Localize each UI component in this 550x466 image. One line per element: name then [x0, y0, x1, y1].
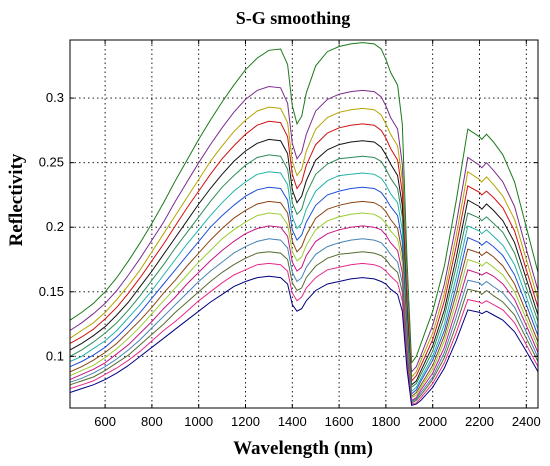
chart-title: S-G smoothing — [236, 8, 351, 28]
x-tick-label: 2200 — [465, 414, 494, 429]
series-line-5 — [69, 138, 539, 386]
series-line-11 — [69, 225, 539, 402]
x-tick-labels: 600 800 1000 1200 1400 1600 1800 2000 2200 2400 — [94, 414, 541, 429]
series-line-4 — [69, 120, 539, 383]
series-line-13 — [69, 251, 539, 404]
plot-frame — [69, 39, 539, 409]
series-line-15 — [69, 275, 539, 407]
x-tick-label: 1400 — [278, 414, 307, 429]
axis-ticks — [70, 40, 538, 408]
y-tick-label: 0.3 — [46, 90, 64, 105]
series-line-8 — [69, 186, 539, 395]
series-line-14 — [69, 262, 539, 405]
y-tick-label: 0.15 — [39, 284, 64, 299]
x-tick-label: 1800 — [371, 414, 400, 429]
x-tick-label: 600 — [94, 414, 116, 429]
series-line-12 — [69, 238, 539, 403]
series-line-6 — [69, 154, 539, 389]
x-tick-label: 1000 — [184, 414, 213, 429]
x-tick-label: 1200 — [231, 414, 260, 429]
y-tick-label: 0.2 — [46, 219, 64, 234]
series-line-3 — [69, 106, 539, 379]
series-lines — [69, 42, 539, 407]
series-line-1 — [69, 42, 539, 365]
grid — [70, 40, 538, 408]
y-tick-label: 0.1 — [46, 348, 64, 363]
series-line-7 — [69, 171, 539, 393]
series-line-2 — [69, 85, 539, 374]
series-line-9 — [69, 200, 539, 398]
y-axis-label: Reflectivity — [6, 153, 27, 246]
y-tick-labels: 0.1 0.15 0.2 0.25 0.3 — [39, 90, 64, 363]
x-axis-label: Wavelength (nm) — [233, 438, 373, 459]
x-tick-label: 2000 — [418, 414, 447, 429]
series-line-10 — [69, 212, 539, 399]
x-tick-label: 800 — [141, 414, 163, 429]
x-tick-label: 1600 — [325, 414, 354, 429]
y-tick-label: 0.25 — [39, 155, 64, 170]
x-tick-label: 2400 — [512, 414, 541, 429]
